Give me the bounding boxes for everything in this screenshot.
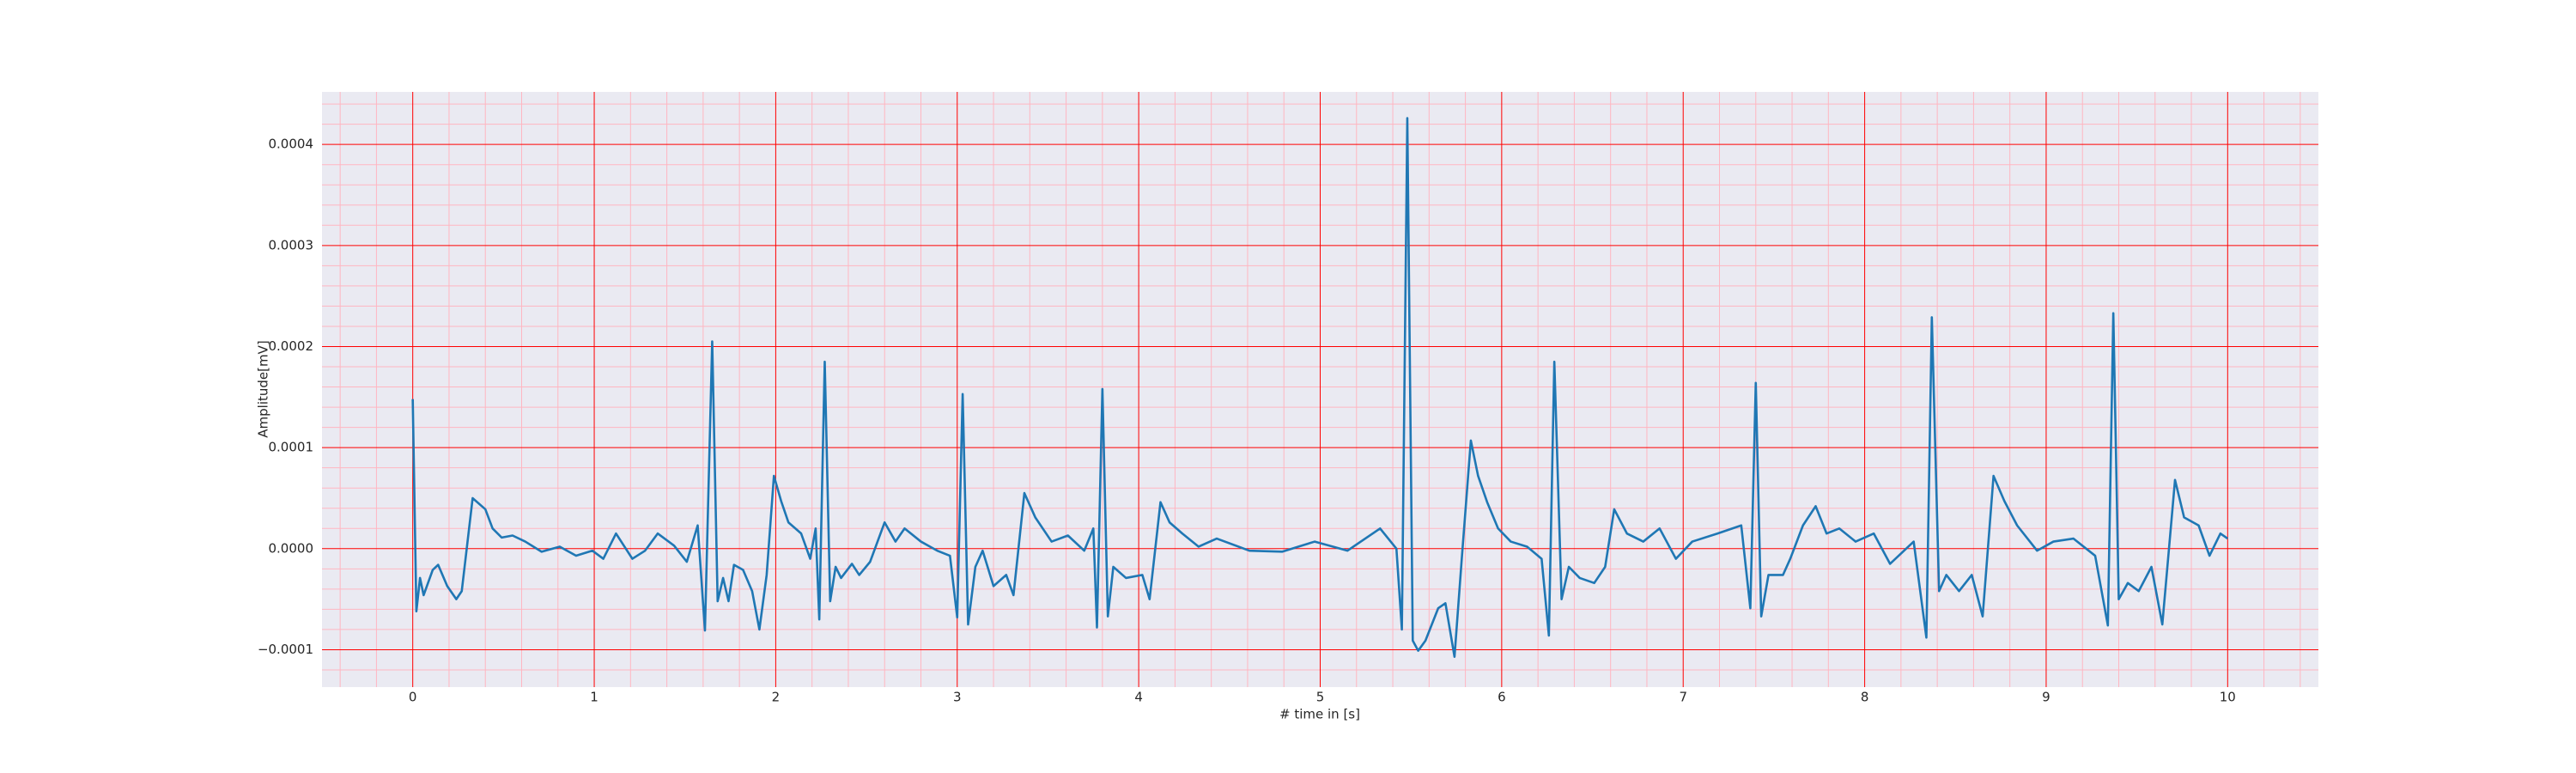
x-tick-label: 4: [1134, 690, 1143, 705]
x-tick-label: 7: [1679, 690, 1687, 705]
x-tick-label: 0: [409, 690, 417, 705]
x-tick-label: 10: [2220, 690, 2236, 705]
x-tick-label: 2: [772, 690, 781, 705]
y-tick-label: 0.0003: [269, 237, 314, 253]
y-axis-label: Amplitude[mV]: [256, 340, 271, 437]
x-tick-label: 6: [1498, 690, 1506, 705]
marks: [411, 117, 2229, 658]
data-line: [411, 117, 2229, 658]
x-tick-label: 9: [2042, 690, 2050, 705]
x-tick-label: 5: [1316, 690, 1325, 705]
x-tick-label: 1: [590, 690, 598, 705]
y-tick-label: 0.0004: [269, 137, 314, 152]
x-axis-label: # time in [s]: [1279, 707, 1360, 722]
x-tick-label: 8: [1861, 690, 1869, 705]
x-tick-label: 3: [953, 690, 962, 705]
grid: [322, 92, 2318, 687]
y-tick-label: 0.0002: [269, 338, 314, 354]
y-tick-label: −0.0001: [258, 642, 313, 657]
y-tick-label: 0.0000: [269, 540, 314, 556]
y-tick-label: 0.0001: [269, 440, 314, 455]
